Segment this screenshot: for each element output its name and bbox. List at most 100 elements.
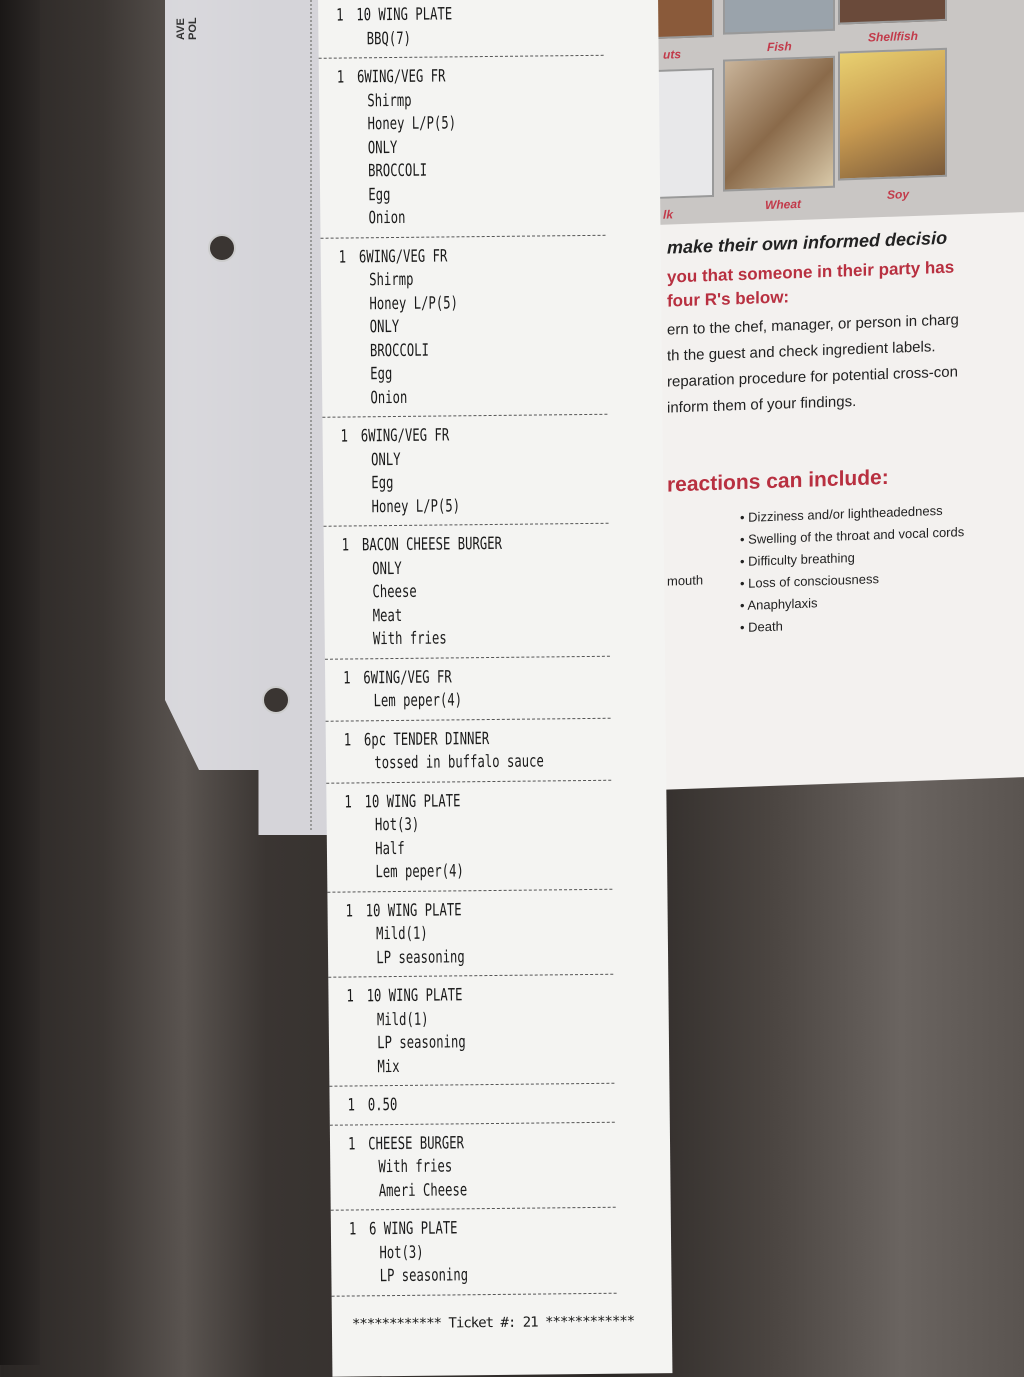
allergen-images: uts Fish Shellfish lk Wheat Soy [650,0,1024,225]
item-modifier: Egg [368,184,391,205]
ticket-number-footer: ************ Ticket #: 21 ************ [351,1313,635,1332]
item-qty: 1 [346,986,354,1007]
item-name: CHEESE BURGER [368,1132,465,1154]
item-header: 1 6WING/VEG FR [343,665,535,691]
item-header: 1 6WING/VEG FR [339,244,531,270]
binder-hole [262,686,290,714]
item-modifier: Lem peper(4) [375,861,464,883]
item-qty: 1 [347,1095,356,1116]
allergen-label: Fish [767,39,792,55]
item-header: 1 6pc TENDER DINNER [344,727,536,753]
receipt-line-item: 1 10 WING PLATE Mild(1) LP seasoning Mix [328,974,615,1087]
fish-image [723,0,835,35]
item-qty: 1 [338,247,347,268]
allergen-label: lk [663,207,674,222]
poster-text: make their own informed decisio [667,227,948,258]
item-header: 1 0.50 [348,1093,540,1119]
sleeve-perforation [310,0,318,830]
receipt-items: 1 10 WING PLATE BBQ(7) 1 6WING/VEG FR Shirmp H… [318,0,672,1297]
item-name: 6WING/VEG FR [356,66,446,88]
poster-text: reparation procedure for potential cross… [667,363,958,391]
item-modifier: LP seasoning [376,946,465,968]
item-modifier: Mix [377,1056,400,1077]
item-modifier: LP seasoning [379,1265,469,1287]
item-header: 1 6 WING PLATE [349,1217,541,1243]
item-header: 1 10 WING PLATE [336,3,528,29]
item-modifier: Shirmp [367,90,412,111]
kitchen-ticket-receipt: 1 10 WING PLATE BBQ(7) 1 6WING/VEG FR Shirmp H… [318,0,673,1377]
receipt-line-item: 1 10 WING PLATE BBQ(7) [318,0,604,59]
plastic-sheet-protector [165,0,335,835]
receipt-line-item: 1 CHEESE BURGER With fries Ameri Cheese [329,1122,616,1211]
wheat-image [723,55,835,192]
item-qty: 1 [344,791,352,813]
item-name: 6pc TENDER DINNER [363,728,490,750]
poster-text: inform them of your findings. [667,392,857,417]
item-header: 1 6WING/VEG FR [341,424,533,450]
item-modifier: With fries [378,1156,453,1178]
item-header: 1 10 WING PLATE [346,984,538,1010]
item-modifier: Mild(1) [376,1009,429,1030]
item-qty: 1 [340,426,349,447]
poster-text: th the guest and check ingredient labels… [667,338,936,365]
allergen-label: Shellfish [868,28,919,45]
item-qty: 1 [345,900,354,922]
allergen-label: Soy [887,187,910,202]
reactions-heading: reactions can include: [667,465,889,497]
receipt-line-item: 1 6WING/VEG FR Lem peper(4) [324,656,611,722]
item-modifier: BROCCOLI [369,340,430,361]
item-header: 1 BACON CHEESE BURGER [342,533,534,559]
item-name: 6WING/VEG FR [360,425,450,447]
item-qty: 1 [343,729,352,751]
receipt-line-item: 1 0.50 [329,1083,615,1126]
item-modifier: Honey L/P(5) [369,292,459,314]
item-name: 10 WING PLATE [364,790,461,812]
soy-image [838,47,947,181]
receipt-line-item: 1 6WING/VEG FR Shirmp Honey L/P(5) ONLY BROCC… [320,235,608,418]
item-modifier: Ameri Cheese [378,1179,468,1201]
item-modifier: BBQ(7) [366,28,412,49]
receipt-line-item: 1 6 WING PLATE Hot(3) LP seasoning [330,1207,617,1297]
item-modifier: Meat [372,605,403,626]
poster-text: you that someone in their party has [667,257,955,287]
item-modifier: ONLY [367,137,398,158]
allergen-label: uts [663,47,681,62]
item-header: 1 CHEESE BURGER [348,1131,540,1157]
item-name: 0.50 [367,1095,398,1116]
item-modifier: Half [375,838,405,859]
receipt-line-item: 1 10 WING PLATE Mild(1) LP seasoning [327,889,614,978]
item-modifier: ONLY [369,316,400,338]
item-qty: 1 [336,67,345,88]
receipt-line-item: 1 6WING/VEG FR ONLY Egg Honey L/P(5) [322,414,609,527]
item-qty: 1 [341,535,350,556]
sleeve-brand-text: AVE POL [175,17,199,40]
item-modifier: With fries [372,628,447,650]
door-edge [0,0,40,1365]
item-modifier: Shirmp [369,269,414,291]
nuts-image [650,0,714,40]
item-modifier: Egg [371,473,394,494]
item-name: 6 WING PLATE [368,1218,458,1240]
item-modifier: Onion [368,207,406,229]
item-header: 1 6WING/VEG FR [337,65,529,91]
item-modifier: Mild(1) [375,923,428,945]
item-modifier: Honey L/P(5) [367,113,457,135]
item-modifier: ONLY [370,449,401,470]
receipt-line-item: 1 6WING/VEG FR Shirmp Honey L/P(5) ONLY BROCC… [318,55,606,239]
item-qty: 1 [343,667,351,689]
item-modifier: Onion [370,387,408,408]
item-name: 6WING/VEG FR [358,245,448,267]
item-modifier: Hot(3) [374,814,420,836]
item-qty: 1 [347,1133,356,1155]
item-header: 1 10 WING PLATE [344,789,536,815]
item-modifier: Egg [370,364,393,385]
item-qty: 1 [348,1219,357,1240]
item-modifier: Lem peper(4) [373,690,463,712]
poster-text: mouth [667,572,704,589]
receipt-line-item: 1 BACON CHEESE BURGER ONLY Cheese Meat With f… [323,523,610,660]
item-name: 6WING/VEG FR [363,666,452,688]
shellfish-image [838,0,947,25]
item-modifier: tossed in buffalo sauce [374,751,544,774]
allergen-poster: uts Fish Shellfish lk Wheat Soy make the… [650,0,1024,790]
item-modifier: LP seasoning [377,1032,466,1054]
